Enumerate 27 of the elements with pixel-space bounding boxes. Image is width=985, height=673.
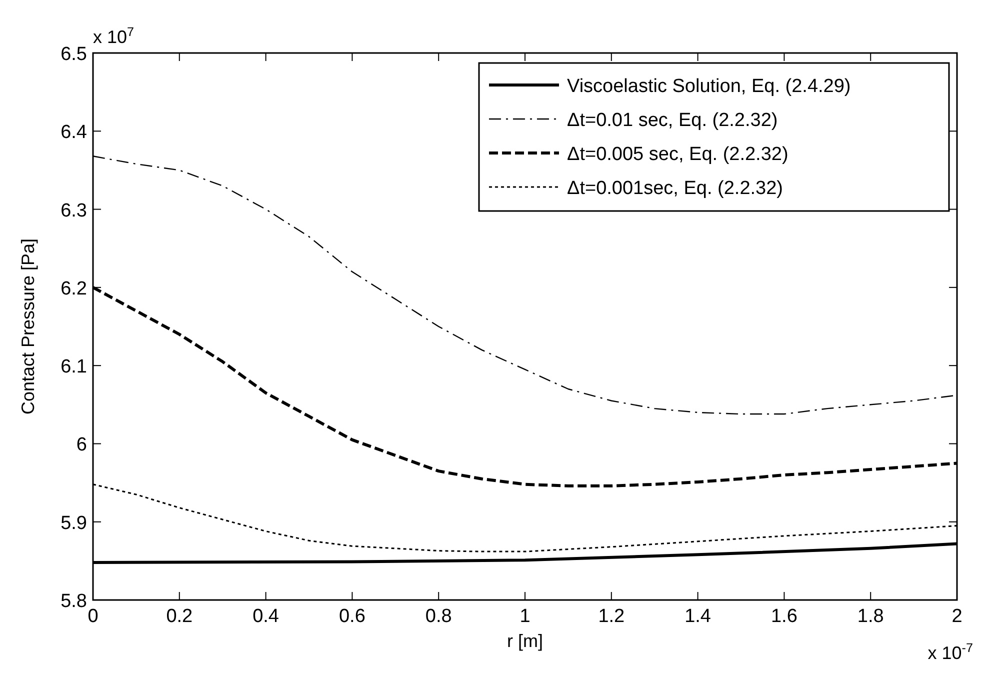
x-tick-label: 1	[520, 606, 530, 627]
x-tick-label: 0.8	[425, 606, 452, 627]
x-tick-label: 2	[952, 606, 962, 627]
x-tick-label: 1.2	[598, 606, 625, 627]
y-tick-label: 6.2	[60, 278, 87, 300]
y-tick-label: 5.8	[60, 591, 87, 612]
y-axis-title: Contact Pressure [Pa]	[18, 238, 38, 415]
x-tick-label: 0.2	[166, 606, 193, 627]
y-tick-label: 6.4	[60, 122, 88, 144]
y-tick-label: 6	[76, 434, 87, 456]
y-tick-label: 5.9	[60, 512, 87, 534]
x-tick-label: 0	[88, 606, 98, 627]
x-tick-label: 1.6	[770, 606, 798, 627]
legend-label: Δt=0.01 sec, Eq. (2.2.32)	[567, 110, 778, 131]
y-tick-label: 6.5	[60, 44, 87, 65]
x-tick-label: 1.4	[684, 606, 712, 627]
x-axis-title: r [m]	[507, 631, 543, 651]
y-tick-label: 6.3	[60, 200, 87, 222]
x-tick-label: 1.8	[857, 606, 884, 627]
legend-label: Δt=0.001sec, Eq. (2.2.32)	[567, 178, 784, 199]
text: x 10$^{7}$	[93, 25, 134, 47]
x-tick-label: 0.4	[252, 606, 280, 627]
legend-label: Δt=0.005 sec, Eq. (2.2.32)	[567, 144, 788, 165]
x-tick-label: 0.6	[338, 606, 366, 627]
legend-label: Viscoelastic Solution, Eq. (2.4.29)	[567, 76, 851, 97]
y-tick-label: 6.1	[60, 356, 87, 378]
text: x 10$^{-7}$	[928, 641, 973, 663]
